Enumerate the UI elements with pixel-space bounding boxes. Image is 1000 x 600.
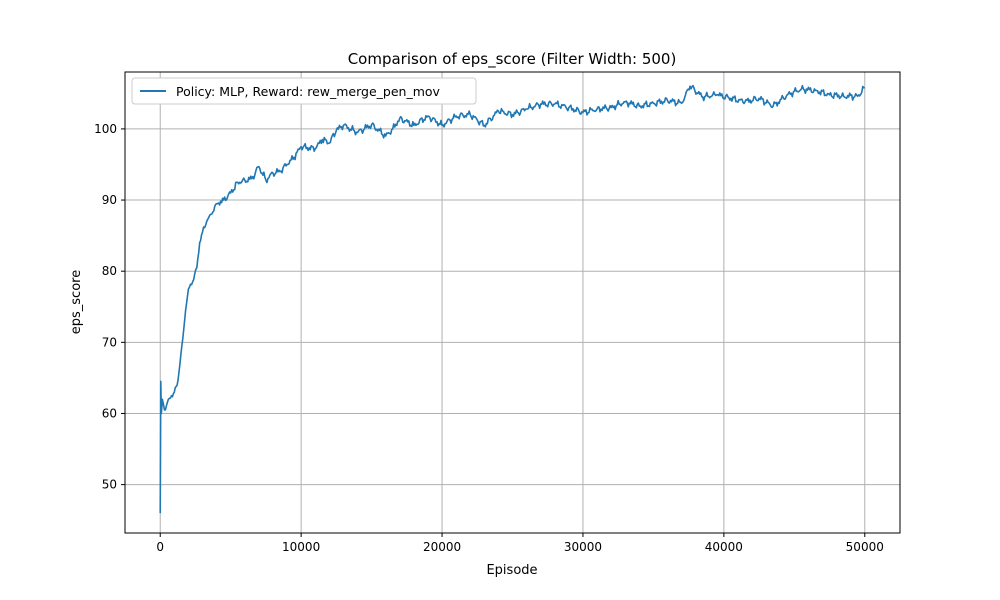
legend-box <box>131 77 477 105</box>
y-axis-label: eps_score <box>69 270 84 334</box>
data-series <box>159 84 865 514</box>
x-tick-label: 0 <box>156 540 164 554</box>
y-tick-label: 100 <box>94 122 117 136</box>
series-line <box>159 84 865 514</box>
x-axis: 0 10000 20000 30000 40000 50000 <box>156 533 884 554</box>
x-tick-label: 10000 <box>282 540 320 554</box>
y-tick-label: 70 <box>102 335 117 349</box>
x-tick-label: 50000 <box>846 540 884 554</box>
legend: Policy: MLP, Reward: rew_merge_pen_mov <box>131 77 477 105</box>
y-axis: 50 60 70 80 90 100 <box>94 122 125 492</box>
plot-frame <box>124 71 901 534</box>
y-tick-label: 80 <box>102 264 117 278</box>
x-axis-label: Episode <box>486 563 537 578</box>
y-tick-label: 90 <box>102 193 117 207</box>
x-tick-label: 30000 <box>564 540 602 554</box>
x-tick-label: 20000 <box>423 540 461 554</box>
chart-title: Comparison of eps_score (Filter Width: 5… <box>348 50 677 69</box>
y-tick-label: 50 <box>102 478 117 492</box>
legend-label: Policy: MLP, Reward: rew_merge_pen_mov <box>176 84 441 99</box>
grid-lines <box>125 72 900 533</box>
x-tick-label: 40000 <box>705 540 743 554</box>
y-tick-label: 60 <box>102 406 117 420</box>
